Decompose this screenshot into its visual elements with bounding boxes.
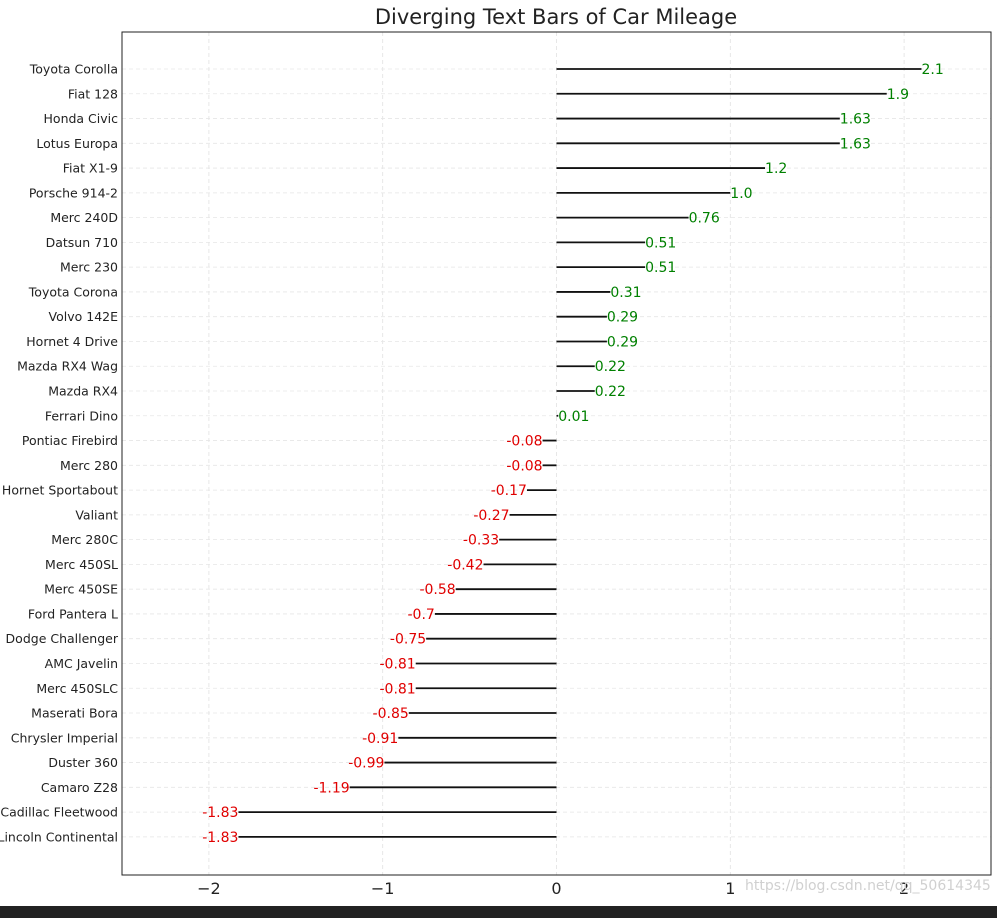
y-tick-label: Lotus Europa [36, 136, 118, 151]
value-label: -0.08 [506, 434, 542, 450]
x-tick-label: 1 [725, 879, 735, 898]
y-tick-label: Mazda RX4 [48, 384, 118, 399]
y-tick-label: Toyota Corona [28, 284, 118, 299]
y-tick-label: Datsun 710 [46, 235, 118, 250]
x-tick-labels-layer: −2 −1 0 1 2 [197, 879, 909, 898]
y-tick-label: Maserati Bora [31, 706, 118, 721]
y-tick-label: Merc 280 [60, 458, 118, 473]
value-label: -0.99 [348, 756, 384, 772]
value-label: 1.63 [840, 136, 871, 152]
value-label: 1.9 [887, 87, 909, 103]
value-label: 2.1 [921, 62, 943, 78]
y-tick-label: Cadillac Fleetwood [0, 805, 118, 820]
y-tick-label: Merc 450SL [45, 557, 118, 572]
y-tick-label: Dodge Challenger [6, 631, 119, 646]
value-label: 0.29 [607, 310, 638, 326]
value-label: -1.83 [202, 830, 238, 846]
y-tick-label: AMC Javelin [45, 656, 118, 671]
grid-layer [122, 32, 991, 875]
y-tick-label: Ferrari Dino [45, 408, 118, 423]
y-tick-label: Hornet Sportabout [2, 483, 118, 498]
value-label: -0.33 [463, 533, 499, 549]
y-tick-label: Duster 360 [48, 755, 118, 770]
watermark-text: https://blog.csdn.net/qq_50614345 [745, 878, 991, 894]
value-label: -0.27 [473, 508, 509, 524]
value-label: 0.51 [645, 235, 676, 251]
value-label: 0.76 [689, 211, 720, 227]
value-label: 0.51 [645, 260, 676, 276]
y-tick-label: Volvo 142E [49, 309, 119, 324]
x-tick-label: −1 [371, 879, 395, 898]
value-label: -0.81 [379, 681, 415, 697]
x-tick-label: 0 [551, 879, 561, 898]
value-label: -0.85 [373, 706, 409, 722]
value-label: 1.2 [765, 161, 787, 177]
chart-title: Diverging Text Bars of Car Mileage [375, 5, 737, 29]
y-tick-label: Merc 450SLC [36, 681, 118, 696]
y-tick-label: Merc 450SE [44, 582, 118, 597]
value-label: -0.75 [390, 632, 426, 648]
value-label: -0.58 [419, 582, 455, 598]
y-tick-label: Toyota Corolla [29, 62, 118, 77]
value-label: 0.29 [607, 334, 638, 350]
value-label: -0.42 [447, 557, 483, 573]
value-label: 0.22 [595, 359, 626, 375]
y-tick-label: Fiat 128 [68, 86, 118, 101]
y-tick-label: Mazda RX4 Wag [17, 359, 118, 374]
y-tick-label: Chrysler Imperial [11, 730, 118, 745]
value-label: -0.81 [379, 656, 415, 672]
x-tick-label: −2 [197, 879, 221, 898]
y-tick-label: Ford Pantera L [28, 606, 118, 621]
x-tick-label: 2 [899, 879, 909, 898]
value-label: 0.22 [595, 384, 626, 400]
y-tick-label: Honda Civic [44, 111, 119, 126]
plot-frame [121, 31, 992, 876]
y-tick-label: Camaro Z28 [41, 780, 118, 795]
y-tick-label: Porsche 914-2 [29, 185, 118, 200]
y-tick-labels-layer: Toyota Corolla Fiat 128 Honda Civic Lotus E… [0, 62, 119, 845]
value-label: -0.91 [362, 731, 398, 747]
y-tick-label: Merc 240D [50, 210, 118, 225]
y-tick-label: Merc 280C [51, 532, 118, 547]
y-tick-label: Lincoln Continental [0, 829, 118, 844]
value-label: 1.0 [730, 186, 752, 202]
value-label: 1.63 [840, 112, 871, 128]
value-label: -1.19 [313, 780, 349, 796]
bars-layer [238, 68, 922, 838]
y-tick-label: Hornet 4 Drive [26, 334, 118, 349]
y-tick-label: Pontiac Firebird [22, 433, 118, 448]
value-labels-layer: 2.11.91.631.631.21.00.760.510.510.310.29… [202, 62, 944, 846]
y-tick-label: Merc 230 [60, 260, 118, 275]
value-label: -0.7 [408, 607, 435, 623]
bottom-bar [0, 906, 997, 918]
y-tick-label: Fiat X1-9 [63, 161, 118, 176]
value-label: 0.31 [610, 285, 641, 301]
y-tick-label: Valiant [75, 507, 118, 522]
value-label: -0.17 [491, 483, 527, 499]
value-label: 0.01 [558, 409, 589, 425]
value-label: -1.83 [202, 805, 238, 821]
value-label: -0.08 [506, 458, 542, 474]
